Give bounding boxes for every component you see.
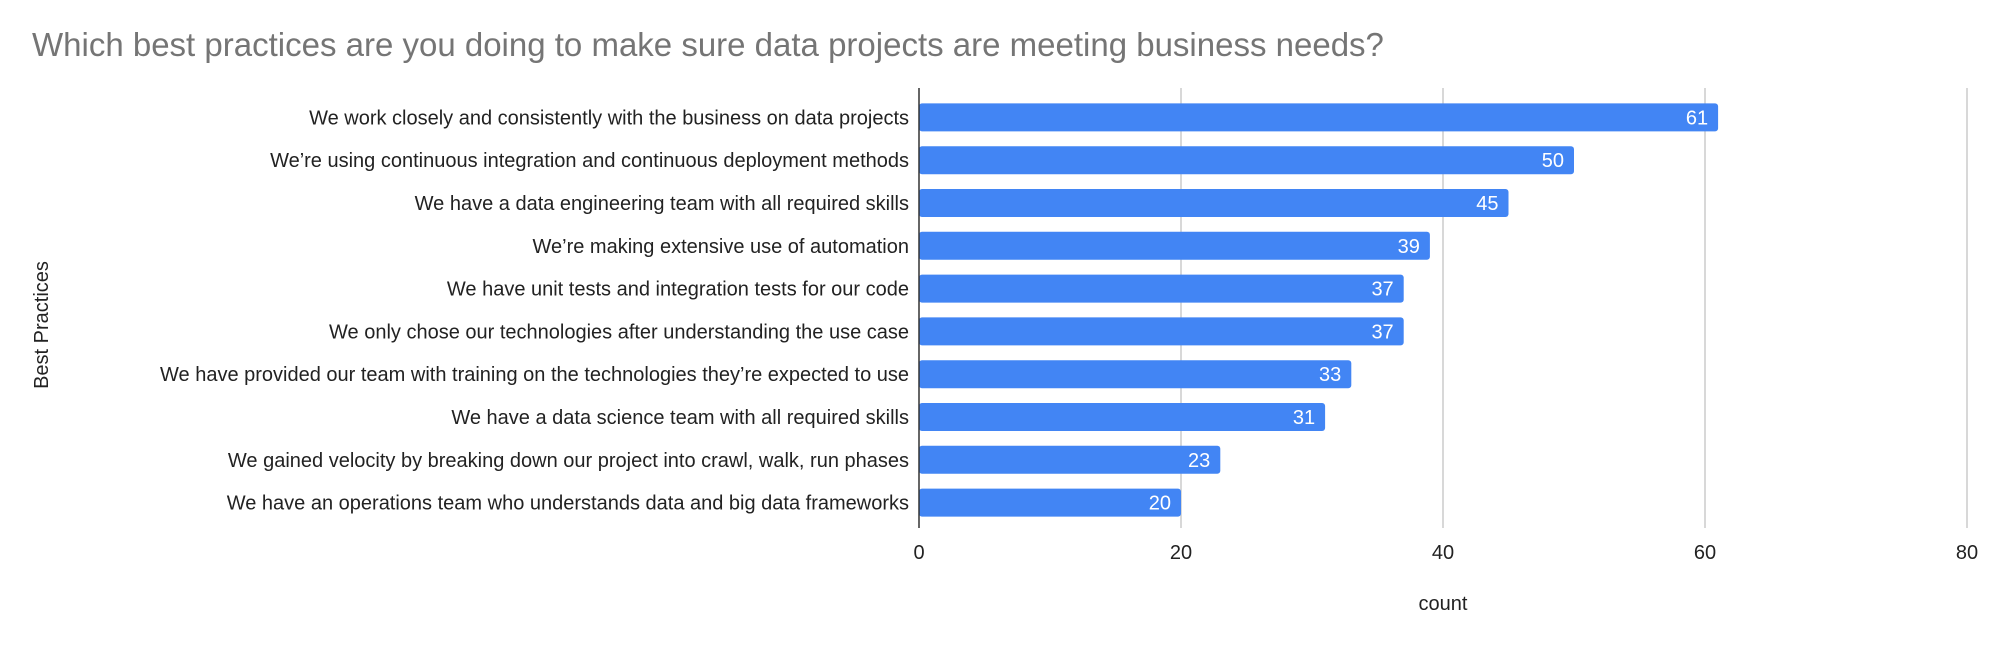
- category-label: We have unit tests and integration tests…: [447, 279, 909, 301]
- x-axis-title: count: [1419, 593, 1468, 615]
- category-label: We have provided our team with training …: [160, 364, 909, 386]
- x-axis-ticks: 0 20 40 60 80: [913, 542, 1978, 564]
- bar-value-label: 50: [1542, 150, 1564, 172]
- category-label: We only chose our technologies after und…: [329, 321, 909, 343]
- bar-value-label: 31: [1293, 407, 1315, 429]
- bar-value-label: 23: [1188, 450, 1210, 472]
- category-label: We have an operations team who understan…: [227, 493, 909, 515]
- x-tick-label: 60: [1694, 542, 1716, 564]
- category-label: We have a data science team with all req…: [451, 407, 909, 429]
- category-label: We work closely and consistently with th…: [309, 107, 909, 129]
- bar: [919, 445, 1221, 474]
- category-label: We have a data engineering team with all…: [415, 193, 909, 215]
- bar-value-label: 61: [1686, 107, 1708, 129]
- bar-value-label: 37: [1371, 321, 1393, 343]
- bar-value-label: 45: [1476, 193, 1498, 215]
- bar: [919, 189, 1509, 217]
- bar-value-label: 37: [1371, 279, 1393, 301]
- bar: [919, 231, 1430, 260]
- bar: [919, 403, 1326, 431]
- bar-value-label: 39: [1398, 236, 1420, 258]
- bar: [919, 360, 1352, 389]
- bar: [919, 274, 1404, 303]
- bar: [919, 317, 1404, 346]
- x-tick-label: 0: [913, 542, 924, 564]
- category-label: We’re using continuous integration and c…: [270, 150, 909, 172]
- y-axis-title: Best Practices: [31, 261, 53, 389]
- x-tick-label: 20: [1170, 542, 1192, 564]
- bar-value-label: 20: [1149, 493, 1171, 515]
- x-tick-label: 40: [1432, 542, 1454, 564]
- bar: [919, 488, 1181, 517]
- category-label: We gained velocity by breaking down our …: [228, 450, 909, 472]
- bar: [919, 146, 1574, 175]
- bar-value-label: 33: [1319, 364, 1341, 386]
- category-labels: We work closely and consistently with th…: [160, 107, 909, 514]
- chart-title: Which best practices are you doing to ma…: [32, 26, 1384, 63]
- bar: [919, 103, 1719, 132]
- x-tick-label: 80: [1956, 542, 1978, 564]
- category-label: We’re making extensive use of automation: [533, 236, 910, 258]
